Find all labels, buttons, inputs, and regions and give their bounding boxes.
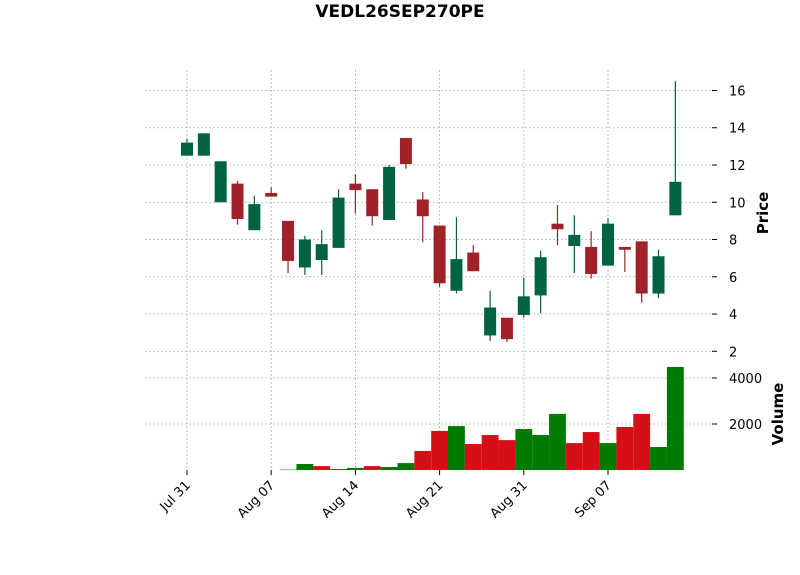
volume-bar: [582, 432, 600, 470]
volume-bar: [650, 447, 667, 470]
candle-body: [214, 161, 227, 203]
x-tick-label: Aug 31: [487, 478, 530, 521]
volume-bar: [565, 443, 583, 470]
candle-body: [315, 244, 328, 260]
volume-bar: [464, 444, 482, 470]
chart-title: VEDL26SEP270PE: [315, 2, 484, 22]
candle-body: [231, 183, 244, 220]
volume-tick-label: 2000: [729, 418, 762, 433]
candle-body: [534, 257, 547, 296]
candle-body: [181, 142, 193, 156]
volume-tick-label: 4000: [729, 372, 762, 387]
volume-bar: [515, 429, 533, 470]
volume-bar: [481, 435, 499, 470]
y-axis-label: Price: [754, 192, 772, 235]
y-tick-label: 12: [729, 159, 746, 174]
volume-bar: [380, 467, 398, 470]
x-tick-label: Aug 07: [235, 478, 278, 521]
volume-bar: [599, 443, 617, 470]
candle-body: [484, 307, 497, 336]
volume-bar: [431, 430, 449, 470]
y-tick-label: 8: [729, 234, 737, 249]
volume-bar: [666, 366, 684, 470]
candle-body: [618, 246, 631, 250]
candle-body: [652, 256, 665, 294]
volume-bar: [498, 440, 516, 470]
y-tick-label: 10: [729, 196, 746, 211]
candle-body: [349, 183, 362, 191]
x-tick-label: Aug 14: [319, 478, 362, 521]
candle-body: [635, 241, 648, 294]
volume-bar: [616, 426, 634, 470]
candle-body: [298, 239, 311, 268]
volume-bar: [363, 466, 381, 470]
candle-body: [669, 181, 682, 216]
volume-bar: [397, 463, 415, 470]
volume-bar: [448, 426, 465, 470]
volume-bar: [532, 435, 550, 470]
volume-bar: [549, 413, 566, 470]
candle-body: [551, 223, 564, 230]
y-tick-label: 2: [729, 345, 737, 360]
candle-body: [399, 137, 412, 165]
candle-body: [248, 204, 261, 231]
volume-bar: [346, 467, 364, 470]
candle-body: [265, 192, 278, 197]
candle-body: [282, 220, 295, 261]
candle-body: [568, 234, 581, 247]
candle-body: [585, 246, 598, 274]
volume-bar: [414, 450, 432, 470]
volume-bar: [633, 413, 651, 470]
volume-bar: [330, 469, 347, 470]
candle-body: [383, 166, 396, 220]
candle-body: [366, 189, 379, 217]
y-tick-label: 6: [729, 271, 737, 286]
candle-body: [197, 133, 210, 156]
x-tick-label: Jul 31: [157, 478, 194, 515]
candle-body: [332, 197, 345, 248]
volume-axis-label: Volume: [769, 383, 787, 446]
y-tick-label: 16: [729, 84, 746, 99]
candle-body: [416, 199, 429, 217]
x-tick-label: Aug 21: [403, 478, 446, 521]
candle-body: [450, 259, 463, 291]
candle-body: [602, 223, 614, 266]
x-tick-label: Sep 07: [572, 478, 615, 521]
candle-body: [500, 317, 513, 340]
volume-bar: [296, 464, 314, 470]
volume-bar: [313, 466, 331, 470]
y-tick-label: 14: [729, 122, 746, 137]
y-tick-label: 4: [729, 308, 737, 323]
candle-body: [467, 252, 480, 272]
candle-body: [433, 225, 446, 284]
candle-body: [517, 296, 530, 315]
